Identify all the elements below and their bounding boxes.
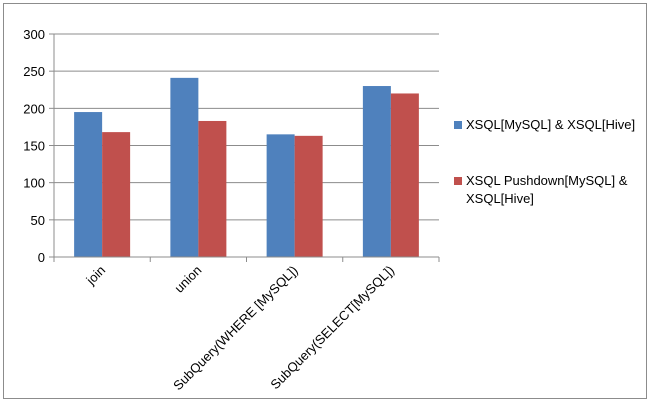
x-tick-label: union [171, 263, 204, 296]
bar-series-1 [362, 86, 391, 258]
y-tick-label: 300 [23, 27, 45, 42]
bar-series-2 [102, 132, 131, 257]
bar-series-1 [170, 77, 199, 258]
y-tick-label: 0 [38, 250, 45, 265]
axes [53, 34, 440, 262]
legend-label-series-2: XSQL Pushdown[MySQL] & XSQL[Hive] [466, 173, 628, 206]
bar-series-1 [74, 112, 103, 257]
bar-series-1 [266, 134, 295, 257]
bar-series-2 [390, 93, 419, 257]
legend-item-series-1: XSQL[MySQL] & XSQL[Hive] [454, 116, 644, 134]
legend-swatch-series-2 [454, 177, 462, 185]
bars [74, 77, 419, 258]
y-tick-label: 250 [23, 64, 45, 79]
y-tick-label: 100 [23, 176, 45, 191]
legend-swatch-series-1 [454, 121, 462, 129]
bar-series-2 [294, 135, 323, 257]
bar-series-2 [198, 120, 227, 257]
y-tick-label: 50 [31, 213, 45, 228]
chart-frame: 0 50 100 150 200 250 300 join union SubQuery(WHE… [3, 3, 647, 399]
y-tick-label: 150 [23, 139, 45, 154]
y-tick-label: 200 [23, 101, 45, 116]
y-tick-labels: 0 50 100 150 200 250 300 [23, 27, 45, 265]
legend: XSQL[MySQL] & XSQL[Hive] XSQL Pushdown[M… [454, 116, 644, 246]
x-tick-label: join [83, 263, 109, 289]
legend-item-series-2: XSQL Pushdown[MySQL] & XSQL[Hive] [454, 172, 644, 208]
legend-label-series-1: XSQL[MySQL] & XSQL[Hive] [466, 117, 636, 132]
